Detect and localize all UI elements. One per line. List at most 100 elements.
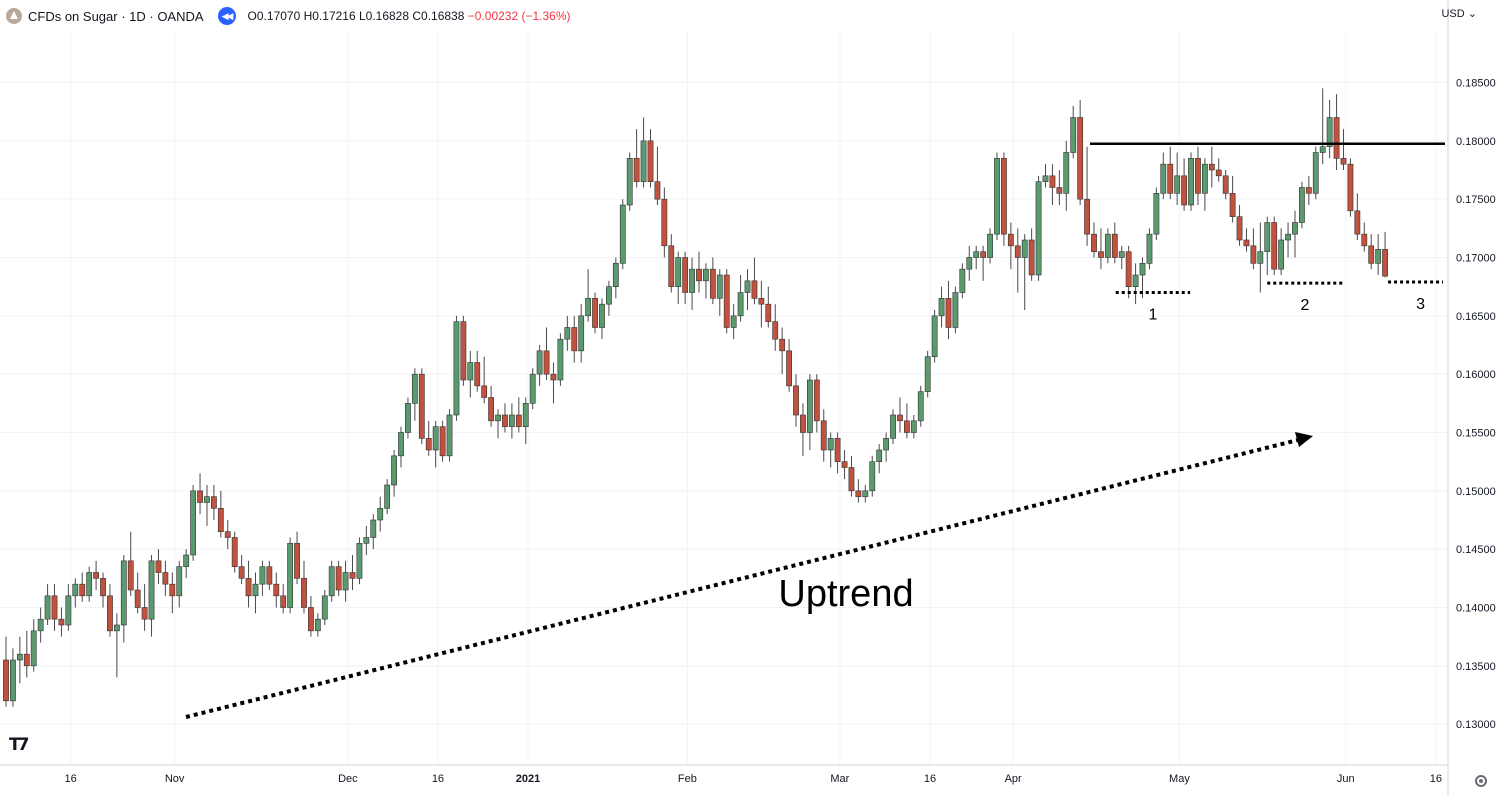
candle-body xyxy=(1188,158,1194,206)
candle-body xyxy=(806,379,813,433)
candle-body xyxy=(529,373,536,404)
candle-body xyxy=(1146,233,1153,264)
y-tick-label: 0.14000 xyxy=(1456,603,1496,615)
chart-header: CFDs on Sugar · 1D · OANDA ◀◀ O0.17070 H… xyxy=(6,6,571,26)
candle-body xyxy=(1257,251,1264,264)
candle-body xyxy=(689,268,695,293)
candle-body xyxy=(370,519,377,538)
x-tick-label: Jun xyxy=(1337,773,1355,785)
candle-body xyxy=(1326,117,1333,147)
candle-body xyxy=(1271,222,1278,270)
y-tick-label: 0.14500 xyxy=(1456,544,1496,556)
rewind-icon[interactable]: ◀◀ xyxy=(217,7,236,25)
candle-body xyxy=(557,338,564,381)
candle-body xyxy=(460,321,467,381)
candle-body xyxy=(1382,249,1388,277)
candle-body xyxy=(647,140,654,182)
candle-body xyxy=(134,589,141,608)
candle-body xyxy=(1160,163,1167,194)
candle-body xyxy=(508,414,515,427)
candle-body xyxy=(44,595,51,620)
candle-body xyxy=(758,298,765,305)
candle-body xyxy=(238,566,245,579)
candle-body xyxy=(994,158,1000,235)
support-label-3: 3 xyxy=(1416,296,1425,313)
candle-body xyxy=(363,537,370,544)
candle-body xyxy=(148,560,155,620)
candle-body xyxy=(1347,163,1354,212)
y-tick-label: 0.16500 xyxy=(1456,311,1496,323)
candle-body xyxy=(1361,233,1368,247)
candle-body xyxy=(779,338,786,352)
candle-body xyxy=(349,572,356,579)
candle-body xyxy=(1007,233,1014,247)
candle-body xyxy=(869,461,876,492)
candle-body xyxy=(786,350,792,387)
candle-body xyxy=(224,531,231,538)
candle-body xyxy=(820,420,827,451)
candle-body xyxy=(321,595,328,620)
candle-body xyxy=(1201,163,1208,194)
y-tick-label: 0.18500 xyxy=(1456,78,1496,90)
candle-body xyxy=(495,414,501,422)
candle-body xyxy=(425,438,432,451)
candle-body xyxy=(287,543,294,608)
candle-body xyxy=(668,245,675,287)
currency-selector[interactable]: USD ⌄ xyxy=(1441,7,1477,20)
candle-body xyxy=(1063,152,1070,194)
candle-body xyxy=(751,280,758,299)
candle-body xyxy=(661,198,668,247)
candle-body xyxy=(1056,187,1063,194)
candle-body xyxy=(619,204,626,264)
ohlc-values: O0.17070 H0.17216 L0.16828 C0.16838 −0.0… xyxy=(248,9,571,23)
symbol-title[interactable]: CFDs on Sugar · 1D · OANDA xyxy=(28,8,204,24)
candle-body xyxy=(1305,187,1312,194)
candle-body xyxy=(1264,222,1271,252)
candle-body xyxy=(1340,158,1347,165)
settings-icon[interactable] xyxy=(1475,775,1487,787)
candle-body xyxy=(308,607,314,632)
candle-body xyxy=(772,321,779,340)
candle-body xyxy=(93,572,99,579)
candle-body xyxy=(890,414,896,439)
chevron-down-icon[interactable]: ⌄ xyxy=(1467,8,1477,20)
candle-body xyxy=(439,426,446,457)
candle-body xyxy=(474,362,481,387)
y-tick-label: 0.17000 xyxy=(1456,253,1496,265)
y-tick-label: 0.13000 xyxy=(1456,719,1496,731)
candle-body xyxy=(1229,193,1236,217)
candle-body xyxy=(1077,117,1084,200)
candle-body xyxy=(120,560,127,626)
candle-body xyxy=(640,140,647,182)
candle-body xyxy=(841,461,848,468)
candle-body xyxy=(30,630,37,667)
x-tick-label: Feb xyxy=(678,773,697,785)
candle-body xyxy=(453,321,460,416)
symbol-icon[interactable] xyxy=(6,8,22,24)
candle-body xyxy=(107,595,113,632)
candle-body xyxy=(1368,245,1375,264)
candle-body xyxy=(16,653,23,661)
candle-body xyxy=(903,420,910,433)
candle-body xyxy=(217,508,224,532)
tradingview-logo-icon[interactable]: T7 xyxy=(9,735,30,755)
candle-body xyxy=(446,414,453,457)
candle-body xyxy=(1118,251,1125,258)
candle-body xyxy=(1243,239,1250,247)
candle-body xyxy=(599,303,605,328)
x-tick-label: Nov xyxy=(165,773,185,785)
currency-label[interactable]: USD xyxy=(1441,8,1465,20)
candle-body xyxy=(737,292,744,317)
candle-body xyxy=(813,379,820,422)
candle-body xyxy=(231,537,238,567)
candle-body xyxy=(897,414,903,422)
candle-body xyxy=(183,554,190,567)
candle-body xyxy=(1174,175,1181,194)
candle-body xyxy=(314,618,321,632)
candle-body xyxy=(522,403,529,427)
y-tick-label: 0.17500 xyxy=(1456,194,1496,206)
candle-body xyxy=(910,420,917,433)
